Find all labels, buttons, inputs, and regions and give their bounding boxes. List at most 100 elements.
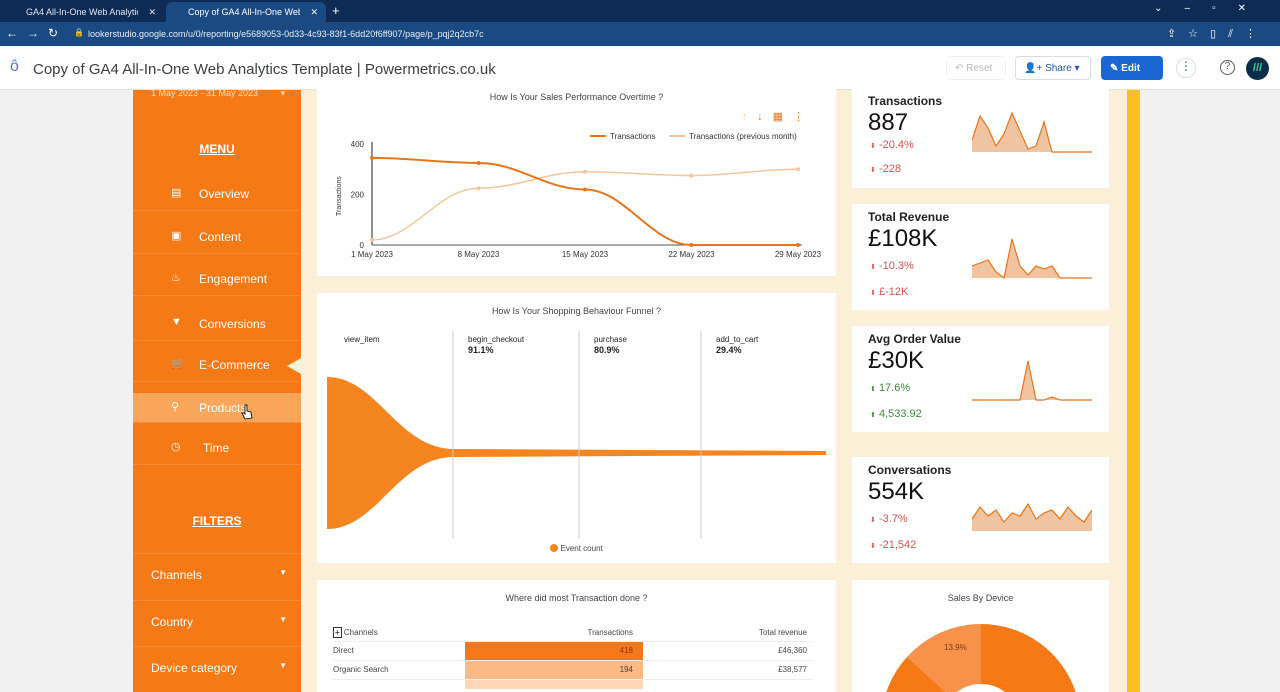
menu-label: Time: [203, 441, 230, 455]
sparkline: [972, 360, 1092, 401]
donut-slice[interactable]: [907, 624, 981, 692]
scorecard-title: Transactions: [868, 94, 943, 108]
y-tick-label: 0: [360, 241, 365, 250]
menu-label: Engagement: [199, 272, 268, 286]
trend-arrow-icon: ⬇: [870, 143, 876, 150]
sparkline-line: [972, 502, 1092, 523]
menu-item-content[interactable]: ▣ Content: [133, 220, 301, 254]
accent-stripe: [1127, 90, 1140, 692]
menu-item-time[interactable]: ◷ Time: [133, 431, 301, 465]
sparkline-area: [972, 504, 1092, 531]
avatar[interactable]: ///: [1246, 57, 1269, 80]
menu-item-products[interactable]: ⚲ Products: [133, 393, 301, 423]
product-icon: ⚲: [171, 401, 180, 413]
sales-by-device-chart[interactable]: Sales By Device 13.9%: [852, 580, 1109, 692]
delta-absolute: -21,542: [878, 539, 917, 551]
data-point: [476, 160, 481, 165]
delta-percent: -20.4%: [878, 139, 914, 151]
window-controls[interactable]: ⌄–▫✕: [1154, 3, 1268, 14]
sparkline: [972, 502, 1092, 531]
forward-icon[interactable]: →: [27, 26, 39, 40]
caret-down-icon: ▼: [279, 568, 287, 577]
scorecard-title: Total Revenue: [868, 210, 950, 224]
trend-arrow-icon: ⬇: [870, 543, 876, 550]
browser-tab-active[interactable]: Copy of GA4 All-In-One Web An ✕: [166, 2, 326, 22]
sort-down-icon: ↓: [757, 111, 773, 123]
stage-percent: 91.1%: [468, 345, 494, 355]
export-icon: ▦: [772, 111, 793, 123]
slice-label: 13.9%: [944, 643, 967, 652]
filter-device-category[interactable]: Device category ▼: [133, 646, 301, 692]
more-icon[interactable]: ⋮: [1176, 58, 1196, 78]
looker-logo-icon: ô: [10, 58, 19, 75]
sparkline-line: [972, 111, 1092, 153]
scorecard-value: 554K: [868, 478, 925, 505]
shopping-funnel-chart[interactable]: How Is Your Shopping Behaviour Funnel ? …: [317, 293, 836, 563]
menu-item-conversions[interactable]: ▼ Conversions: [133, 307, 301, 341]
menu-item-engagement[interactable]: ♨ Engagement: [133, 262, 301, 296]
y-tick-label: 200: [351, 191, 365, 200]
report-title: Copy of GA4 All-In-One Web Analytics Tem…: [33, 61, 496, 78]
trend-arrow-icon: ⬇: [870, 167, 876, 174]
help-icon[interactable]: ?: [1220, 60, 1235, 75]
scorecard-value: 887: [868, 109, 909, 136]
cell-revenue: £46,360: [778, 646, 807, 655]
share-button[interactable]: 👤+ Share ▾: [1015, 56, 1091, 80]
stage-percent: 80.9%: [594, 345, 620, 355]
funnel-legend: Event count: [317, 544, 836, 553]
sales-performance-chart[interactable]: How Is Your Sales Performance Overtime ?…: [317, 88, 836, 276]
delta-percent: 17.6%: [878, 382, 911, 394]
close-icon[interactable]: ✕: [310, 7, 318, 17]
stage-label: add_to_cart: [716, 335, 759, 344]
donut-svg: 13.9%: [886, 624, 1076, 692]
content-icon: ▣: [171, 230, 182, 242]
tab-label: Copy of GA4 All-In-One Web An: [188, 7, 300, 17]
column-header[interactable]: Total revenue: [758, 627, 807, 637]
menu-item-ecommerce[interactable]: 🛒 E-Commerce: [133, 348, 301, 382]
sidebar: 1 May 2023 - 31 May 2023 ▾ MENU ▤ Overvie…: [133, 88, 301, 692]
filter-country[interactable]: Country ▼: [133, 600, 301, 646]
close-icon[interactable]: ✕: [148, 7, 156, 17]
chart-title: How Is Your Sales Performance Overtime ?: [489, 92, 664, 102]
column-header[interactable]: Channels: [343, 627, 378, 637]
donut-slice[interactable]: [981, 624, 1076, 692]
legend-dot-icon: [550, 544, 559, 552]
menu-label: E-Commerce: [199, 358, 270, 372]
menu-item-overview[interactable]: ▤ Overview: [133, 177, 301, 211]
legend-label: Event count: [560, 544, 603, 553]
chart-toolbar[interactable]: ↑↓▦⋮: [742, 110, 814, 123]
menu-label: Overview: [199, 187, 250, 201]
browser-tab[interactable]: GA4 All-In-One Web Analytics Te ✕: [4, 2, 164, 22]
active-pointer: [287, 358, 301, 374]
expand-icon[interactable]: +: [333, 626, 342, 638]
address-bar: ← → ↻ 🔒 lookerstudio.google.com/u/0/repo…: [0, 22, 1280, 46]
browser-actions[interactable]: ⇪☆▯⫽⋮: [1166, 28, 1268, 40]
scorecard-avg-order-value: Avg Order Value £30K ⬆ 17.6% ⬆ 4,533.92: [852, 326, 1109, 432]
url-field[interactable]: lookerstudio.google.com/u/0/reporting/e5…: [88, 29, 484, 39]
sparkline-area: [972, 113, 1092, 152]
trend-arrow-icon: ⬇: [870, 264, 876, 271]
cell-transactions: 194: [465, 660, 643, 679]
canvas-margin: [0, 90, 133, 692]
cell-channel: Organic Search: [333, 665, 389, 674]
reset-button[interactable]: ↶ Reset: [946, 56, 1006, 80]
date-range-label: 1 May 2023 - 31 May 2023: [151, 88, 259, 98]
stage-percent: 29.4%: [716, 345, 742, 355]
donut-slice[interactable]: [886, 657, 946, 692]
back-icon[interactable]: ←: [6, 26, 18, 40]
trend-arrow-icon: ⬆: [870, 412, 876, 419]
x-tick-label: 1 May 2023: [351, 250, 393, 259]
legend-label: Transactions: [610, 132, 656, 141]
date-range-picker[interactable]: 1 May 2023 - 31 May 2023 ▾: [151, 88, 286, 98]
x-tick-label: 22 May 2023: [668, 250, 715, 259]
edit-button[interactable]: ✎ Edit: [1101, 56, 1163, 80]
delta-absolute: £-12K: [878, 286, 909, 298]
column-header[interactable]: Transactions: [587, 627, 634, 637]
scorecard-value: £108K: [868, 225, 938, 252]
reload-icon[interactable]: ↻: [48, 26, 59, 40]
table-row: Organic Search 194 £38,577: [333, 660, 813, 679]
filter-channels[interactable]: Channels ▼: [133, 553, 301, 599]
data-point: [370, 155, 374, 160]
new-tab-icon[interactable]: +: [332, 3, 340, 18]
data-point: [583, 187, 587, 192]
